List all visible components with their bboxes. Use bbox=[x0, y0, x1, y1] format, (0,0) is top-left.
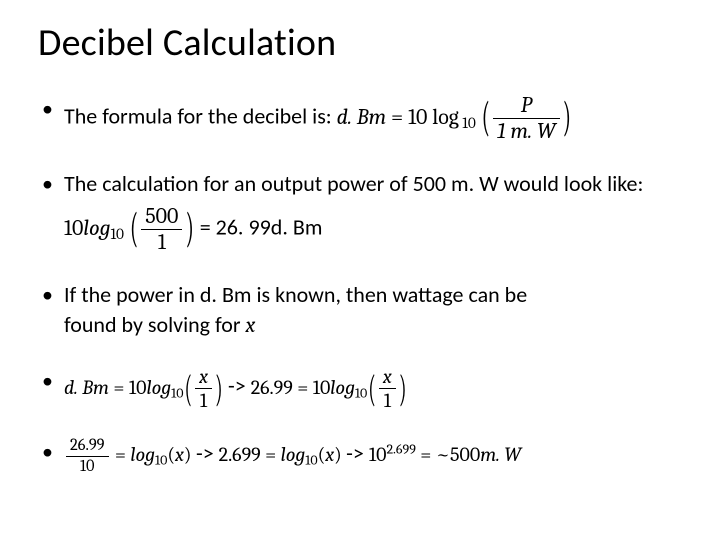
fraction: 26.9910 bbox=[66, 437, 109, 474]
s5-x1: x bbox=[175, 443, 184, 466]
eq2-logsub: 10 bbox=[110, 224, 124, 242]
left-paren-icon: ( bbox=[482, 90, 490, 146]
s5-arrow2: -> bbox=[346, 440, 369, 467]
fraction: P1 m. W bbox=[493, 94, 560, 143]
s5-exp: 2.699 bbox=[386, 440, 415, 457]
s4-eq: = bbox=[109, 376, 129, 399]
eq-lhs: d. Bm bbox=[337, 104, 387, 130]
s4-arrow: -> bbox=[228, 373, 251, 400]
eq2-unit: d. Bm bbox=[271, 214, 323, 241]
step5-eq3: 102.699 = ~500m. W bbox=[369, 443, 521, 466]
s5-eq2: = bbox=[261, 443, 281, 466]
s5-base: 10 bbox=[369, 443, 387, 466]
step5-eq: 26.9910 = log10(x) bbox=[64, 443, 196, 466]
s5-res: 500 bbox=[450, 443, 480, 466]
s4r-log: log bbox=[330, 376, 355, 399]
s4-lhs: d. Bm bbox=[64, 376, 109, 399]
fraction: x1 bbox=[379, 366, 396, 411]
frac-den: 1 bbox=[379, 389, 396, 411]
s5-logsub1: 10 bbox=[155, 451, 167, 468]
right-paren-icon: ) bbox=[215, 363, 223, 414]
eq2-ten: 10 bbox=[64, 215, 83, 241]
frac-den: 10 bbox=[66, 457, 109, 475]
left-paren-icon: ( bbox=[184, 363, 192, 414]
frac-num: x bbox=[379, 366, 396, 389]
right-paren-icon: ) bbox=[399, 363, 407, 414]
eq2-result: 26. 99 bbox=[216, 214, 271, 241]
slide-title: Decibel Calculation bbox=[38, 20, 690, 66]
solve-line1: If the power in d. Bm is known, then wat… bbox=[64, 280, 690, 310]
s5-log1: log bbox=[130, 443, 155, 466]
bullet-formula: The formula for the decibel is: d. Bm = … bbox=[38, 94, 690, 143]
solve-line2-text: found by solving for bbox=[64, 311, 246, 338]
left-paren-icon: ( bbox=[368, 363, 376, 414]
bullet-step5: 26.9910 = log10(x) -> 2.699 = log10(x) -… bbox=[38, 437, 690, 474]
frac-num: 500 bbox=[141, 205, 182, 230]
fraction: x1 bbox=[195, 366, 212, 411]
frac-den: 1 m. W bbox=[493, 119, 560, 143]
s4-log: log bbox=[146, 376, 171, 399]
example-lead-text: The calculation for an output power of 5… bbox=[64, 169, 690, 199]
s4-logsub: 10 bbox=[171, 384, 183, 401]
s5-rp2: ) bbox=[334, 443, 342, 466]
s4r-lhs: 26.99 bbox=[251, 376, 293, 399]
frac-den: 1 bbox=[195, 389, 212, 411]
frac-num: 26.99 bbox=[66, 437, 109, 456]
s5-logsub2: 10 bbox=[305, 451, 317, 468]
eq2-equals: = bbox=[200, 214, 216, 241]
solve-x: x bbox=[246, 312, 256, 338]
s5-arrow1: -> bbox=[196, 440, 219, 467]
s4-ten: 10 bbox=[129, 376, 147, 399]
s5-unit: m. W bbox=[480, 443, 521, 466]
s5-lp1: ( bbox=[167, 443, 175, 466]
eq-ten: 10 bbox=[408, 104, 432, 130]
step5-eq2: 2.699 = log10(x) bbox=[219, 443, 347, 466]
bullet-example-calc: The calculation for an output power of 5… bbox=[38, 169, 690, 254]
bullet-solve-for-x: If the power in d. Bm is known, then wat… bbox=[38, 280, 690, 340]
eq-log: log bbox=[432, 104, 459, 130]
eq-equals: = bbox=[386, 104, 408, 130]
s5-eq1: = bbox=[111, 443, 131, 466]
example-equation: 10log10 (5001) bbox=[64, 215, 200, 241]
bullet-list: The formula for the decibel is: d. Bm = … bbox=[38, 94, 690, 475]
eq2-log: log bbox=[83, 215, 110, 241]
fraction: 5001 bbox=[141, 205, 182, 254]
formula-equation: d. Bm = 10 log 10 (P1 m. W) bbox=[337, 104, 572, 130]
s5-log2: log bbox=[281, 443, 306, 466]
right-paren-icon: ) bbox=[563, 90, 571, 146]
frac-num: x bbox=[195, 366, 212, 389]
s5-v2: 2.699 bbox=[219, 443, 261, 466]
slide: Decibel Calculation The formula for the … bbox=[0, 0, 720, 521]
formula-lead-text: The formula for the decibel is: bbox=[64, 103, 337, 130]
s4r-ten: 10 bbox=[313, 376, 331, 399]
frac-den: 1 bbox=[141, 230, 182, 254]
solve-line2: found by solving for x bbox=[64, 310, 690, 341]
step4-eq: d. Bm = 10log10(x1) bbox=[64, 376, 228, 399]
s4r-logsub: 10 bbox=[355, 384, 367, 401]
bullet-step4: d. Bm = 10log10(x1) -> 26.99 = 10log10(x… bbox=[38, 366, 690, 411]
right-paren-icon: ) bbox=[185, 201, 193, 257]
s4r-eq: = bbox=[293, 376, 313, 399]
frac-num: P bbox=[493, 94, 560, 119]
s5-x2: x bbox=[325, 443, 334, 466]
step4-eq-right: 26.99 = 10log10(x1) bbox=[251, 376, 408, 399]
s5-rp1: ) bbox=[184, 443, 192, 466]
eq-log-sub: 10 bbox=[459, 114, 476, 132]
s5-approx: = ~ bbox=[416, 443, 450, 466]
left-paren-icon: ( bbox=[130, 201, 138, 257]
